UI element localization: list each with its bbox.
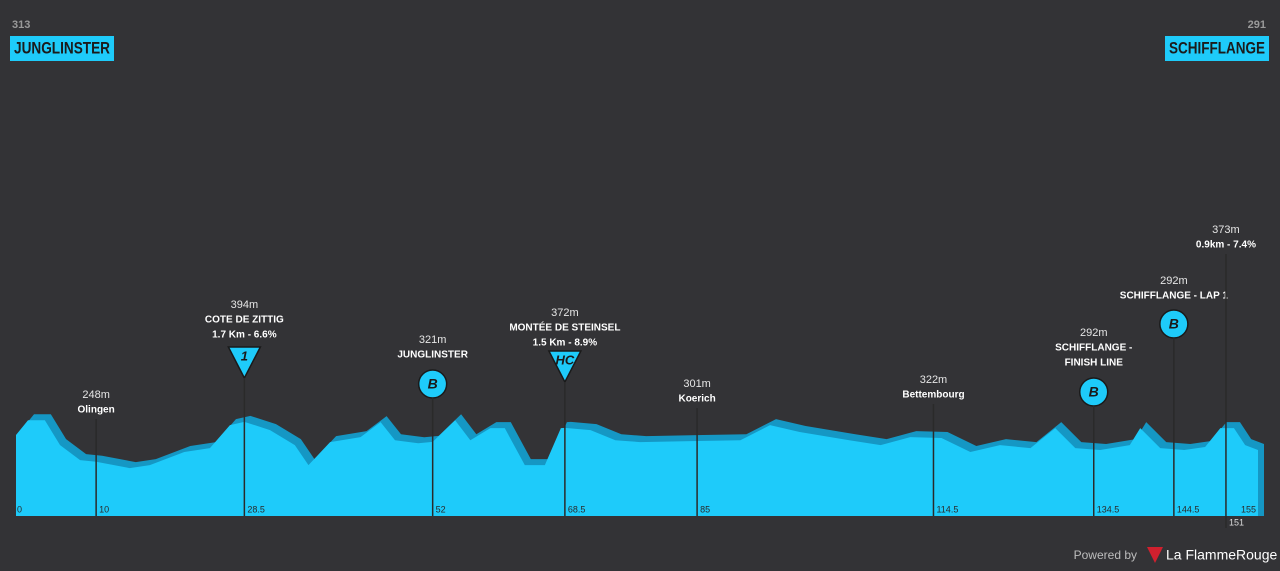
bonus-letter: B	[428, 376, 438, 392]
km-label: 52	[436, 504, 446, 514]
point-label: SCHIFFLANGE -	[1055, 343, 1132, 354]
point-label: FINISH LINE	[1065, 358, 1124, 369]
start-name: JUNGLINSTER	[14, 38, 110, 57]
km-label: 28.5	[247, 504, 265, 514]
climb-category: HC	[555, 352, 574, 367]
point-label: 1.5 Km - 8.9%	[533, 338, 598, 349]
point-altitude: 373m	[1212, 224, 1240, 236]
start-altitude: 313	[12, 19, 30, 31]
start-badge	[10, 36, 114, 61]
point-label: 1.7 Km - 6.6%	[212, 330, 277, 341]
finish-name: SCHIFFLANGE	[1169, 38, 1265, 57]
km-label: 85	[700, 504, 710, 514]
point-altitude: 248m	[82, 389, 110, 401]
brand: La FlammeRouge	[1166, 547, 1277, 563]
km-label: 114.5	[936, 504, 958, 514]
point-label: COTE DE ZITTIG	[205, 315, 284, 326]
bonus-letter: B	[1089, 384, 1099, 400]
climb-category: 1	[241, 348, 248, 363]
km-label: 134.5	[1097, 504, 1120, 514]
point-label: Olingen	[78, 405, 115, 416]
plot: 0 155 248m Olingen 10 394m COTE DE ZITTIG 1.7 K…	[16, 224, 1264, 528]
km-label: 0	[17, 504, 22, 514]
point-altitude: 372m	[551, 307, 579, 319]
point-altitude: 301m	[683, 378, 711, 390]
climb-icon	[227, 346, 262, 380]
km-label: 155	[1241, 504, 1256, 514]
point-label: Koerich	[678, 394, 715, 405]
brand-logo	[1147, 547, 1163, 563]
point-label: JUNGLINSTER	[397, 350, 468, 361]
climb-icon	[547, 350, 583, 384]
km-label: 10	[99, 504, 109, 514]
point-label: Bettembourg	[902, 390, 964, 401]
point-altitude: 322m	[920, 374, 948, 386]
km-label: 144.5	[1177, 504, 1200, 514]
finish-altitude: 291	[1248, 19, 1266, 31]
point-label: MONTÉE DE STEINSEL	[509, 321, 620, 334]
km-label: 68.5	[568, 504, 586, 514]
finish-badge	[1165, 36, 1269, 61]
point-altitude: 292m	[1160, 275, 1188, 287]
point-altitude: 394m	[231, 299, 259, 311]
powered-by: Powered by	[1074, 548, 1137, 562]
km-label: 151	[1229, 517, 1244, 527]
point-label: 0.9km - 7.4%	[1196, 240, 1256, 251]
point-altitude: 292m	[1080, 327, 1108, 339]
bonus-letter: B	[1169, 316, 1179, 332]
profile	[16, 420, 1258, 516]
point-altitude: 321m	[419, 334, 447, 346]
point-label: SCHIFFLANGE - LAP 1	[1120, 291, 1229, 302]
